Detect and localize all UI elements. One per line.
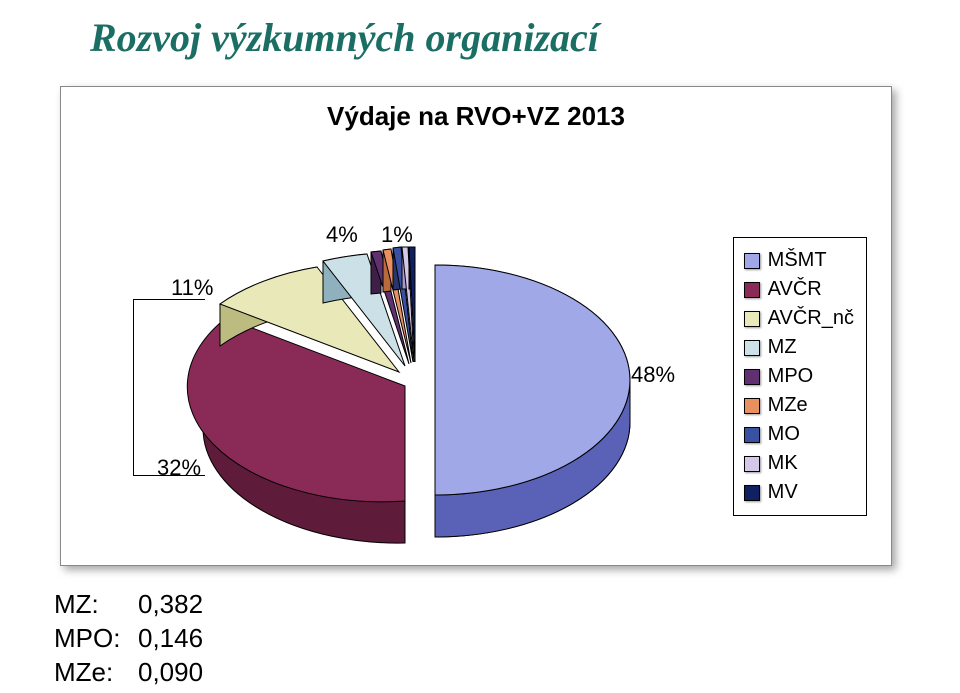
legend-label: MV	[768, 478, 798, 507]
legend-swatch	[744, 253, 760, 269]
legend-swatch	[744, 456, 760, 472]
legend-swatch	[744, 311, 760, 327]
footer-values: MZ: 0,382 MPO: 0,146 MZe: 0,090	[54, 588, 203, 689]
footer-row: MZe: 0,090	[54, 656, 203, 690]
legend-swatch	[744, 485, 760, 501]
legend-label: AVČR	[768, 275, 822, 304]
legend-label: MŠMT	[768, 246, 827, 275]
footer-row: MPO: 0,146	[54, 622, 203, 656]
legend-label: MPO	[768, 362, 814, 391]
pie-chart	[91, 147, 731, 547]
legend-label: AVČR_nč	[768, 304, 854, 333]
footer-val: 0,382	[138, 588, 203, 622]
legend-item: MO	[744, 420, 854, 449]
legend-item: MPO	[744, 362, 854, 391]
footer-val: 0,146	[138, 622, 203, 656]
footer-key: MPO:	[54, 622, 138, 656]
footer-key: MZ:	[54, 588, 138, 622]
legend-item: MV	[744, 478, 854, 507]
footer-row: MZ: 0,382	[54, 588, 203, 622]
legend-swatch	[744, 427, 760, 443]
legend-swatch	[744, 340, 760, 356]
slice-msmt	[435, 265, 630, 537]
footer-val: 0,090	[138, 656, 203, 690]
legend-swatch	[744, 282, 760, 298]
legend: MŠMT AVČR AVČR_nč MZ MPO MZe MO MK	[733, 237, 867, 516]
chart-title: Výdaje na RVO+VZ 2013	[61, 101, 891, 132]
legend-item: MŠMT	[744, 246, 854, 275]
legend-item: AVČR	[744, 275, 854, 304]
chart-card: Výdaje na RVO+VZ 2013 48% 32% 11% 4% 1%	[60, 86, 892, 566]
legend-label: MZ	[768, 333, 797, 362]
legend-label: MO	[768, 420, 800, 449]
legend-label: MK	[768, 449, 798, 478]
legend-item: MZ	[744, 333, 854, 362]
legend-swatch	[744, 369, 760, 385]
legend-item: AVČR_nč	[744, 304, 854, 333]
legend-item: MZe	[744, 391, 854, 420]
legend-label: MZe	[768, 391, 808, 420]
footer-key: MZe:	[54, 656, 138, 690]
slide-title: Rozvoj výzkumných organizací	[90, 14, 599, 61]
legend-item: MK	[744, 449, 854, 478]
legend-swatch	[744, 398, 760, 414]
